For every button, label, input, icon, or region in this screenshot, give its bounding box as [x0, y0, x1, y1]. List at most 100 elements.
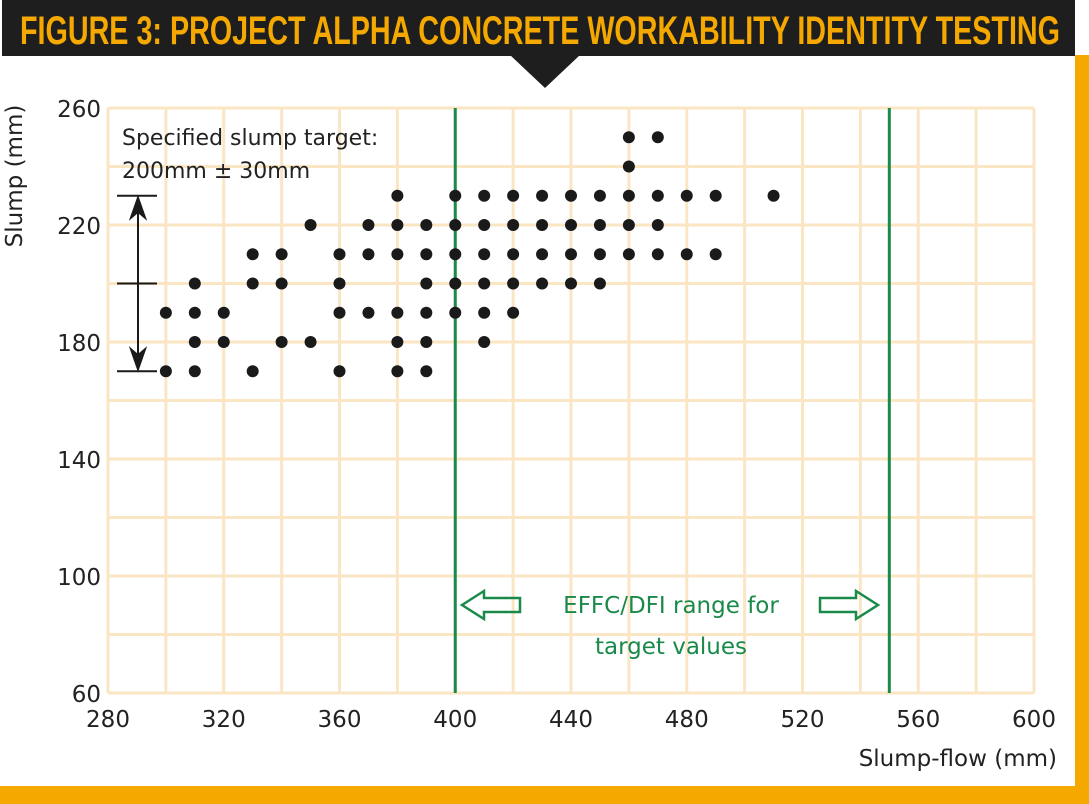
data-point [449, 189, 462, 202]
data-point [362, 248, 375, 261]
data-point [188, 306, 201, 319]
data-point [362, 306, 375, 319]
range-right-arrow-icon [818, 588, 881, 622]
data-point [680, 189, 693, 202]
x-tick-label: 560 [896, 707, 940, 733]
data-points [159, 131, 780, 378]
data-point [217, 336, 230, 348]
data-point [391, 336, 404, 348]
data-point [478, 277, 491, 290]
data-point [333, 277, 346, 290]
y-tick-label: 260 [57, 97, 101, 123]
data-point [507, 277, 520, 290]
data-point [593, 219, 606, 231]
slump-target-label-line2: 200mm ± 30mm [122, 159, 310, 184]
arrow-down-icon [128, 346, 148, 373]
title-pointer [510, 55, 580, 88]
x-tick-label: 440 [549, 707, 593, 733]
data-point [275, 336, 288, 348]
data-point [565, 219, 577, 231]
x-axis-label: Slump-flow (mm) [859, 746, 1057, 772]
data-point [709, 248, 722, 261]
data-point [651, 131, 664, 144]
data-point [593, 248, 606, 261]
data-point [391, 306, 404, 319]
arrow-up-icon [128, 194, 148, 221]
data-point [391, 219, 404, 231]
title-bar [2, 0, 1075, 56]
data-point [420, 219, 433, 231]
data-point [449, 277, 462, 290]
data-point [159, 365, 172, 378]
data-point [536, 248, 549, 261]
x-tick-label: 520 [781, 707, 825, 733]
x-tick-label: 360 [318, 707, 362, 733]
slump-target-label-line1: Specified slump target: [122, 126, 378, 151]
data-point [449, 248, 462, 261]
data-point [651, 248, 664, 261]
data-point [246, 365, 259, 378]
y-tick-label: 140 [57, 448, 101, 474]
data-point [188, 365, 201, 378]
data-point [622, 219, 635, 231]
y-tick-label: 100 [57, 565, 101, 591]
data-point [420, 277, 433, 290]
data-point [536, 219, 549, 231]
data-point [565, 189, 577, 202]
data-point [304, 336, 317, 348]
y-tick-label: 60 [72, 682, 101, 708]
data-point [565, 277, 577, 290]
data-point [275, 248, 288, 261]
x-tick-label: 280 [86, 707, 130, 733]
range-label-line2: target values [595, 634, 747, 660]
data-point [622, 131, 635, 144]
data-point [333, 306, 346, 319]
slump-tolerance-arrow [117, 194, 157, 373]
data-point [507, 306, 520, 319]
data-point [362, 219, 375, 231]
data-point [622, 189, 635, 202]
data-point [622, 160, 635, 173]
data-point [767, 189, 780, 202]
data-point [159, 306, 172, 319]
data-point [304, 219, 317, 231]
data-point [420, 248, 433, 261]
data-point [507, 189, 520, 202]
data-point [391, 365, 404, 378]
data-point [651, 189, 664, 202]
y-tick-label: 220 [57, 214, 101, 240]
frame-bottom-bar [0, 786, 1089, 804]
chart-title: FIGURE 3: PROJECT ALPHA CONCRETE WORKABI… [20, 9, 1060, 53]
data-point [651, 219, 664, 231]
data-point [680, 248, 693, 261]
data-point [246, 248, 259, 261]
data-point [246, 277, 259, 290]
data-point [536, 189, 549, 202]
range-label-line1: EFFC/DFI range for [563, 593, 779, 619]
range-left-arrow-icon [459, 588, 522, 622]
tick-labels: 280 320 360 400 440 480 520 560 600 60 100 140 180 22… [57, 97, 1056, 733]
data-point [275, 277, 288, 290]
data-point [565, 248, 577, 261]
data-point [593, 277, 606, 290]
data-point [391, 248, 404, 261]
x-tick-label: 400 [433, 707, 477, 733]
x-tick-label: 600 [1012, 707, 1056, 733]
data-point [217, 306, 230, 319]
x-tick-label: 480 [665, 707, 709, 733]
data-point [478, 336, 491, 348]
data-point [420, 365, 433, 378]
data-point [449, 219, 462, 231]
data-point [478, 219, 491, 231]
data-point [188, 277, 201, 290]
frame-right-bar [1075, 55, 1089, 804]
target-range [453, 108, 891, 693]
data-point [478, 248, 491, 261]
data-point [593, 189, 606, 202]
data-point [188, 336, 201, 348]
data-point [507, 248, 520, 261]
data-point [391, 189, 404, 202]
data-point [333, 365, 346, 378]
x-tick-label: 320 [202, 707, 246, 733]
